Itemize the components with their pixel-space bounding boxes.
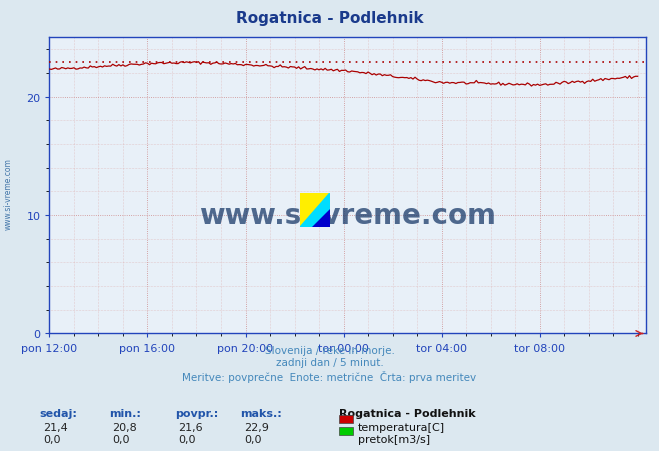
Text: 21,6: 21,6 xyxy=(178,422,202,432)
Text: pretok[m3/s]: pretok[m3/s] xyxy=(358,434,430,444)
Text: povpr.:: povpr.: xyxy=(175,408,218,418)
Text: min.:: min.: xyxy=(109,408,140,418)
Text: www.si-vreme.com: www.si-vreme.com xyxy=(3,158,13,230)
Text: maks.:: maks.: xyxy=(241,408,282,418)
Text: 0,0: 0,0 xyxy=(178,434,196,444)
Text: 0,0: 0,0 xyxy=(112,434,130,444)
Text: 22,9: 22,9 xyxy=(244,422,269,432)
Text: 21,4: 21,4 xyxy=(43,422,68,432)
Text: www.si-vreme.com: www.si-vreme.com xyxy=(199,202,496,230)
Text: Rogatnica - Podlehnik: Rogatnica - Podlehnik xyxy=(339,408,476,418)
Polygon shape xyxy=(300,194,330,228)
Text: temperatura[C]: temperatura[C] xyxy=(358,422,445,432)
Polygon shape xyxy=(300,194,330,228)
Text: Rogatnica - Podlehnik: Rogatnica - Podlehnik xyxy=(236,11,423,26)
Text: 0,0: 0,0 xyxy=(43,434,61,444)
Text: zadnji dan / 5 minut.: zadnji dan / 5 minut. xyxy=(275,358,384,368)
Text: 0,0: 0,0 xyxy=(244,434,262,444)
Text: 20,8: 20,8 xyxy=(112,422,137,432)
Text: Meritve: povprečne  Enote: metrične  Črta: prva meritev: Meritve: povprečne Enote: metrične Črta:… xyxy=(183,370,476,382)
Text: Slovenija / reke in morje.: Slovenija / reke in morje. xyxy=(264,345,395,355)
Polygon shape xyxy=(312,209,330,228)
Text: sedaj:: sedaj: xyxy=(40,408,77,418)
